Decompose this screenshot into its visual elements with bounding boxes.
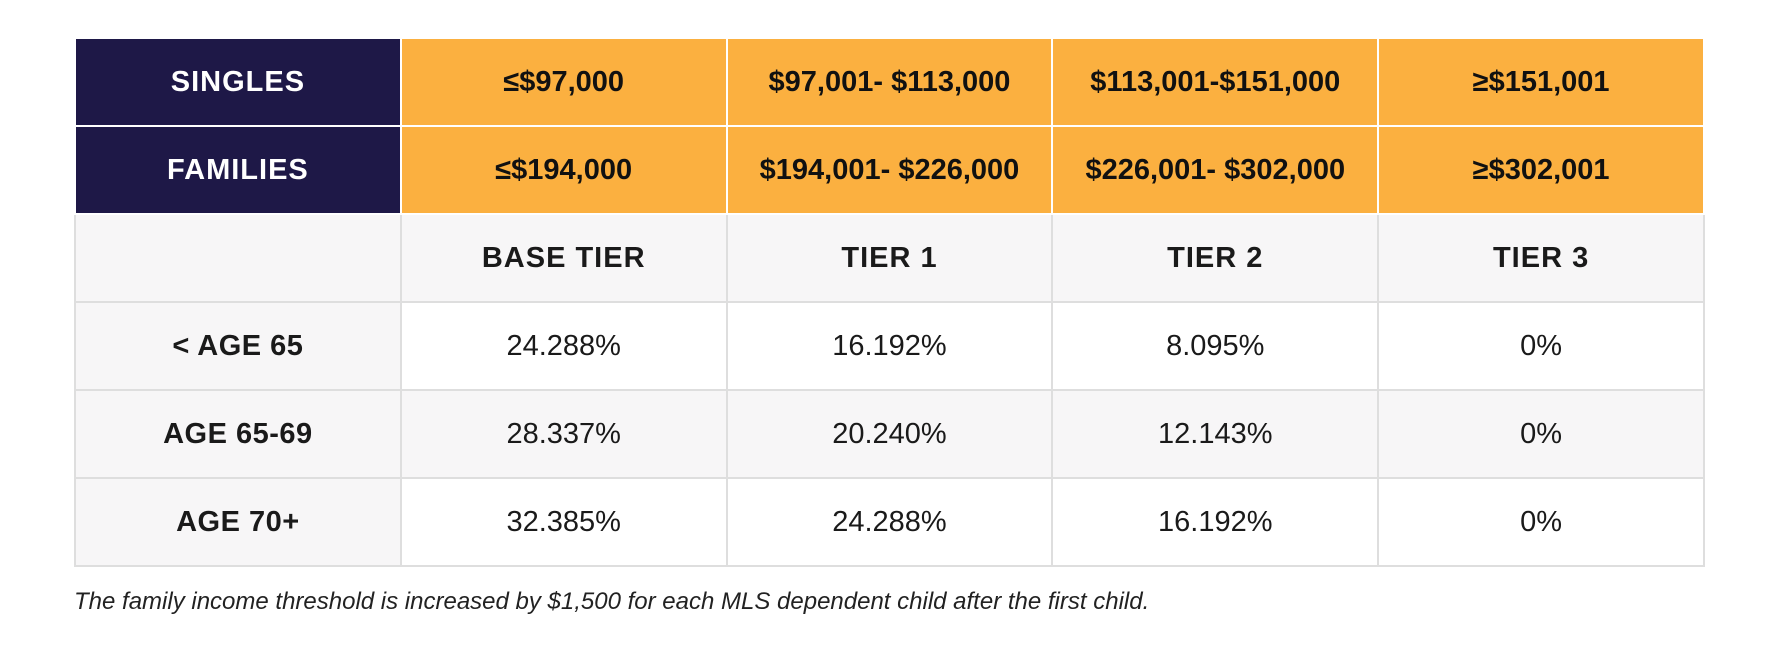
age-65-69-tier-3-rate: 0% xyxy=(1377,389,1705,479)
age-under-65-tier-2-rate: 8.095% xyxy=(1051,301,1380,391)
singles-income-row: SINGLES ≤$97,000 $97,001- $113,000 $113,… xyxy=(74,37,1705,127)
age-70-plus-row: AGE 70+ 32.385% 24.288% 16.192% 0% xyxy=(74,477,1705,567)
families-label: FAMILIES xyxy=(74,125,402,215)
tier-header-2: TIER 2 xyxy=(1051,213,1380,303)
age-70-plus-tier-3-rate: 0% xyxy=(1377,477,1705,567)
age-under-65-tier-3-rate: 0% xyxy=(1377,301,1705,391)
families-tier-1-income: $194,001- $226,000 xyxy=(725,125,1054,215)
age-70-plus-tier-2-rate: 16.192% xyxy=(1051,477,1380,567)
rebate-tier-table: SINGLES ≤$97,000 $97,001- $113,000 $113,… xyxy=(74,37,1705,567)
singles-tier-2-income: $113,001-$151,000 xyxy=(1051,37,1380,127)
tier-header-row: BASE TIER TIER 1 TIER 2 TIER 3 xyxy=(74,213,1705,303)
families-tier-2-income: $226,001- $302,000 xyxy=(1051,125,1380,215)
age-65-69-row: AGE 65-69 28.337% 20.240% 12.143% 0% xyxy=(74,389,1705,479)
singles-label: SINGLES xyxy=(74,37,402,127)
families-tier-3-income: ≥$302,001 xyxy=(1377,125,1705,215)
age-under-65-row: < AGE 65 24.288% 16.192% 8.095% 0% xyxy=(74,301,1705,391)
age-70-plus-base-rate: 32.385% xyxy=(399,477,728,567)
age-65-69-tier-1-rate: 20.240% xyxy=(725,389,1054,479)
age-65-69-tier-2-rate: 12.143% xyxy=(1051,389,1380,479)
age-under-65-label: < AGE 65 xyxy=(74,301,402,391)
tier-header-empty-cell xyxy=(74,213,402,303)
singles-tier-3-income: ≥$151,001 xyxy=(1377,37,1705,127)
age-65-69-base-rate: 28.337% xyxy=(399,389,728,479)
age-70-plus-label: AGE 70+ xyxy=(74,477,402,567)
tier-header-1: TIER 1 xyxy=(725,213,1054,303)
tier-header-base: BASE TIER xyxy=(399,213,728,303)
footnote-text: The family income threshold is increased… xyxy=(74,588,1150,615)
singles-tier-1-income: $97,001- $113,000 xyxy=(725,37,1054,127)
age-65-69-label: AGE 65-69 xyxy=(74,389,402,479)
age-under-65-tier-1-rate: 16.192% xyxy=(725,301,1054,391)
age-under-65-base-rate: 24.288% xyxy=(399,301,728,391)
tier-header-3: TIER 3 xyxy=(1377,213,1705,303)
families-base-tier-income: ≤$194,000 xyxy=(399,125,728,215)
singles-base-tier-income: ≤$97,000 xyxy=(399,37,728,127)
age-70-plus-tier-1-rate: 24.288% xyxy=(725,477,1054,567)
rebate-tier-table-container: SINGLES ≤$97,000 $97,001- $113,000 $113,… xyxy=(74,37,1705,567)
families-income-row: FAMILIES ≤$194,000 $194,001- $226,000 $2… xyxy=(74,125,1705,215)
